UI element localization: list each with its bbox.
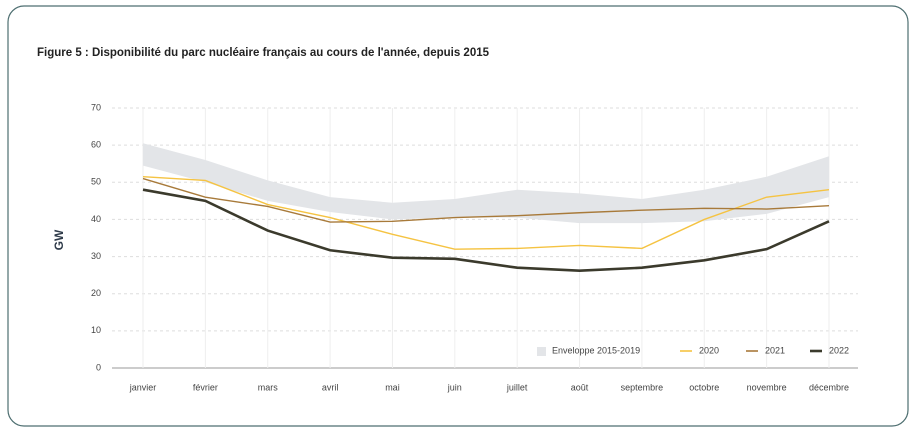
y-tick-label: 30 [91,251,101,261]
x-tick-label: août [571,382,589,392]
y-tick-label: 70 [91,102,101,112]
legend-swatch [537,347,546,356]
x-tick-label: juillet [506,382,528,392]
x-tick-label: septembre [621,382,664,392]
legend-label: 2022 [829,345,849,355]
y-tick-label: 0 [96,362,101,372]
y-tick-label: 50 [91,177,101,187]
legend-label: 2020 [699,345,719,355]
x-tick-label: décembre [809,382,849,392]
y-tick-label: 20 [91,288,101,298]
x-tick-label: janvier [129,382,157,392]
x-tick-label: février [193,382,218,392]
y-tick-label: 40 [91,214,101,224]
legend-label: Enveloppe 2015-2019 [552,345,640,355]
series-line [142,177,830,223]
y-axis-label: GW [52,229,66,250]
y-tick-label: 60 [91,140,101,150]
envelope-band [143,143,829,224]
x-tick-label: mars [258,382,278,392]
x-tick-label: mai [385,382,400,392]
x-tick-label: avril [322,382,339,392]
x-tick-label: juin [447,382,462,392]
y-tick-label: 10 [91,325,101,335]
series-line [142,176,830,250]
chart-title: Figure 5 : Disponibilité du parc nucléai… [37,47,490,59]
x-tick-label: octobre [689,382,719,392]
series-line [142,188,830,272]
x-tick-label: novembre [747,382,787,392]
legend-label: 2021 [765,345,785,355]
